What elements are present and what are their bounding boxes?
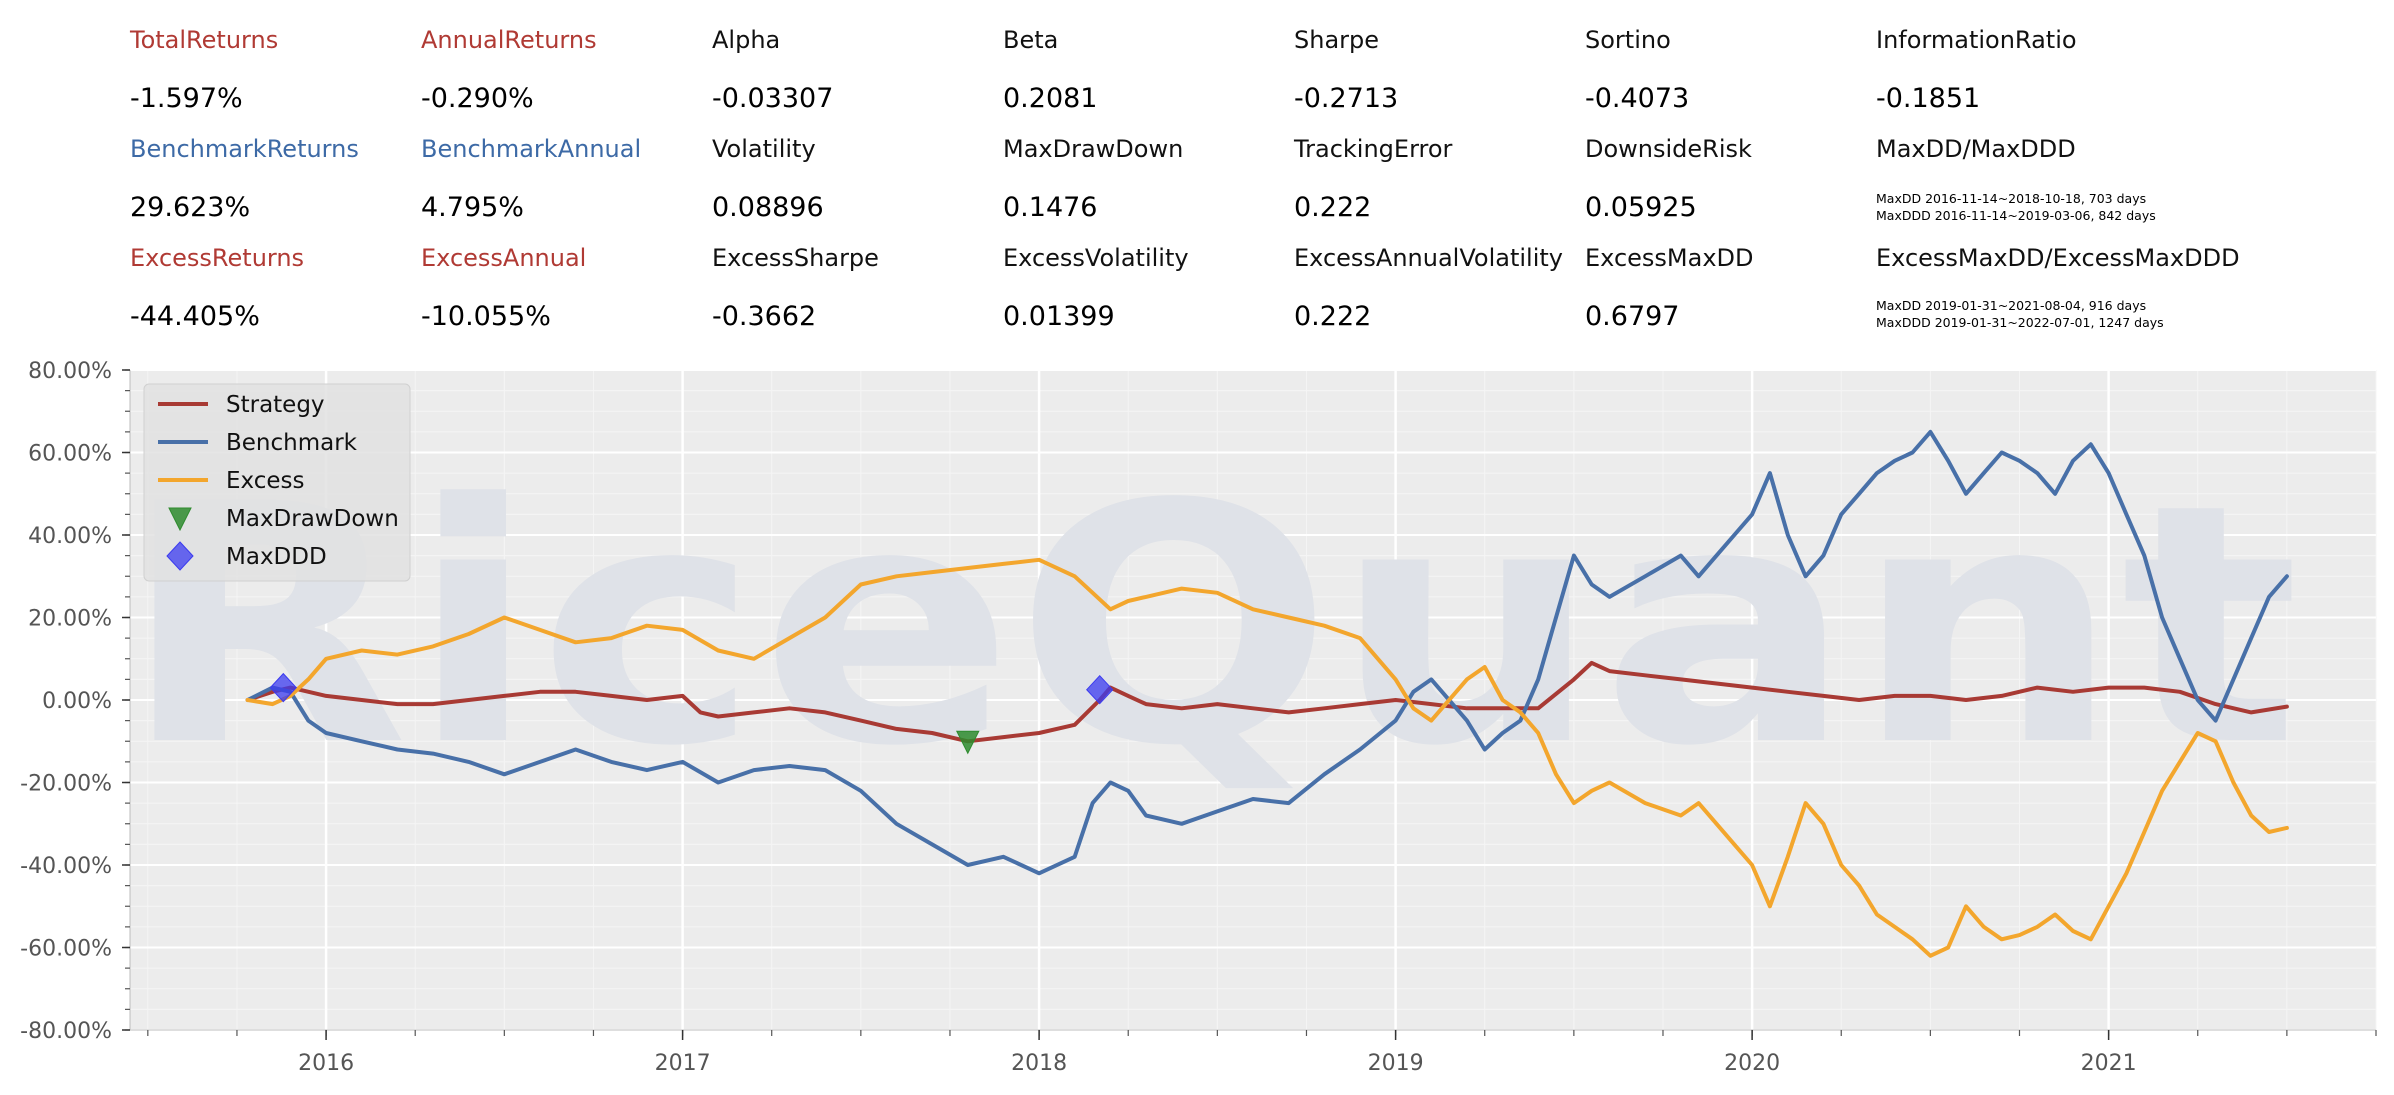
legend-label: MaxDrawDown	[226, 506, 399, 532]
y-tick-label: 0.00%	[42, 689, 112, 714]
legend-swatch	[168, 507, 192, 532]
x-tick-label: 2019	[1368, 1051, 1424, 1076]
maxddd-marker	[1086, 674, 1114, 705]
x-tick-label: 2017	[655, 1051, 711, 1076]
x-tick-label: 2021	[2081, 1051, 2137, 1076]
metric-label-alpha: Alpha	[712, 26, 781, 54]
y-tick-label: -80.00%	[20, 1019, 112, 1044]
metric-value-alpha: -0.03307	[712, 83, 834, 114]
metric-value-maxdrawdown: 0.1476	[1003, 192, 1098, 223]
metric-value-sharpe: -0.2713	[1294, 83, 1399, 114]
legend-label: Excess	[226, 468, 305, 494]
metric-value-excessannualvolatility: 0.222	[1294, 301, 1372, 332]
metric-label-maxdd-maxddd: MaxDD/MaxDDD	[1876, 135, 2076, 163]
maxdrawdown-marker	[955, 730, 980, 755]
series-line-strategy	[245, 660, 2289, 744]
metrics-panel: TotalReturns -1.597% AnnualReturns -0.290% A…	[0, 0, 2394, 350]
metric-label-excessreturns: ExcessReturns	[130, 244, 305, 272]
metric-label-downsiderisk: DownsideRisk	[1585, 135, 1752, 163]
metric-note-maxdd-maxddd: MaxDDD 2016-11-14~2019-03-06, 842 days	[1876, 208, 2156, 223]
metric-value-totalreturns: -1.597%	[130, 83, 243, 114]
legend-item-excess: Excess	[158, 468, 305, 494]
metric-label-informationratio: InformationRatio	[1876, 26, 2077, 54]
y-tick-label: 40.00%	[28, 524, 112, 549]
metric-value-trackingerror: 0.222	[1294, 192, 1372, 223]
metric-note-maxdd-maxddd: MaxDD 2016-11-14~2018-10-18, 703 days	[1876, 191, 2147, 206]
metric-label-trackingerror: TrackingError	[1294, 135, 1453, 163]
metric-value-benchmarkannual: 4.795%	[421, 192, 524, 223]
metric-label-annualreturns: AnnualReturns	[421, 26, 597, 54]
metric-label-volatility: Volatility	[712, 135, 816, 163]
legend-label: Benchmark	[226, 430, 358, 456]
metric-value-excessvolatility: 0.01399	[1003, 301, 1115, 332]
metric-label-sharpe: Sharpe	[1294, 26, 1380, 54]
legend-swatch	[166, 541, 194, 571]
y-tick-label: 20.00%	[28, 607, 112, 632]
legend-item-maxdrawdown: MaxDrawDown	[168, 506, 399, 532]
legend-box	[143, 383, 411, 582]
legend-item-benchmark: Benchmark	[158, 430, 358, 456]
metric-value-downsiderisk: 0.05925	[1585, 192, 1697, 223]
y-tick-label: 60.00%	[28, 442, 112, 467]
series-line-excess	[245, 557, 2289, 958]
maxddd-marker	[269, 672, 297, 703]
series-line-benchmark	[245, 429, 2289, 876]
metric-value-excessreturns: -44.405%	[130, 301, 260, 332]
metric-value-excessmaxdd: 0.6797	[1585, 301, 1680, 332]
y-tick-label: -20.00%	[20, 772, 112, 797]
metric-label-excessmaxdd-excessmaxddd: ExcessMaxDD/ExcessMaxDDD	[1876, 244, 2240, 272]
metric-note-excessmaxdd-excessmaxddd: MaxDD 2019-01-31~2021-08-04, 916 days	[1876, 298, 2147, 313]
metric-value-volatility: 0.08896	[712, 192, 824, 223]
metric-value-benchmarkreturns: 29.623%	[130, 192, 251, 223]
metric-label-excessannual: ExcessAnnual	[421, 244, 587, 272]
metric-label-excesssharpe: ExcessSharpe	[712, 244, 879, 272]
x-tick-label: 2018	[1011, 1051, 1067, 1076]
y-tick-label: -40.00%	[20, 854, 112, 879]
x-tick-label: 2016	[298, 1051, 354, 1076]
metric-label-excessannualvolatility: ExcessAnnualVolatility	[1294, 244, 1563, 272]
metric-value-informationratio: -0.1851	[1876, 83, 1981, 114]
metric-label-maxdrawdown: MaxDrawDown	[1003, 135, 1184, 163]
metric-label-sortino: Sortino	[1585, 26, 1671, 54]
legend: Strategy Benchmark Excess MaxDrawDown MaxDDD	[143, 383, 411, 582]
metric-label-excessmaxdd: ExcessMaxDD	[1585, 244, 1754, 272]
metric-label-excessvolatility: ExcessVolatility	[1003, 244, 1189, 272]
metric-label-beta: Beta	[1003, 26, 1059, 54]
metric-label-benchmarkannual: BenchmarkAnnual	[421, 135, 642, 163]
watermark: RiceQuant	[120, 434, 2300, 818]
metric-value-beta: 0.2081	[1003, 83, 1098, 114]
metric-note-excessmaxdd-excessmaxddd: MaxDDD 2019-01-31~2022-07-01, 1247 days	[1876, 315, 2164, 330]
metric-label-totalreturns: TotalReturns	[130, 26, 279, 54]
legend-item-strategy: Strategy	[158, 392, 325, 418]
x-tick-label: 2020	[1724, 1051, 1780, 1076]
metric-value-annualreturns: -0.290%	[421, 83, 534, 114]
y-tick-label: 80.00%	[28, 359, 112, 384]
metric-label-benchmarkreturns: BenchmarkReturns	[130, 135, 359, 163]
returns-chart: RiceQuant 80.00% 60.00% 40.00% 20.00% 0.00% -…	[20, 359, 2377, 1076]
legend-label: Strategy	[226, 392, 325, 418]
metric-value-excessannual: -10.055%	[421, 301, 551, 332]
y-tick-label: -60.00%	[20, 937, 112, 962]
legend-item-maxddd: MaxDDD	[166, 541, 327, 571]
metric-value-excesssharpe: -0.3662	[712, 301, 817, 332]
metric-value-sortino: -0.4073	[1585, 83, 1690, 114]
legend-label: MaxDDD	[226, 544, 327, 570]
